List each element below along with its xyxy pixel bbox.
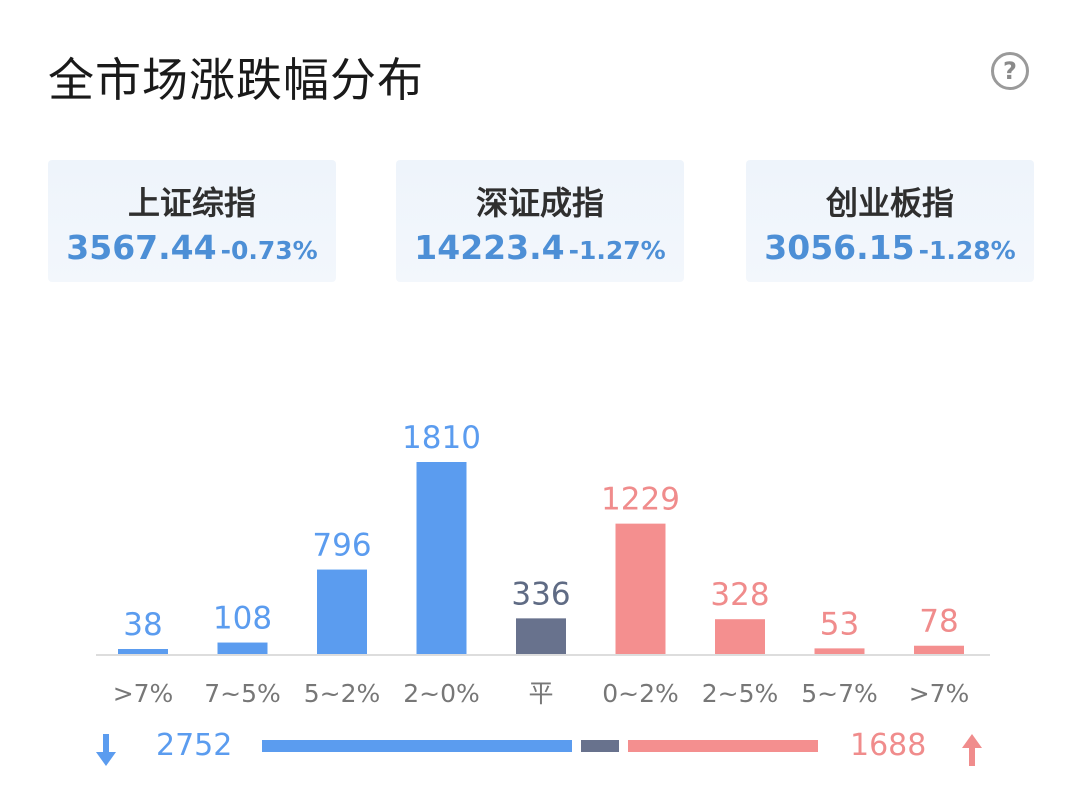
distribution-bar-chart: 38 >7% 108 7~5% 796 5~2% 1810 2~0% 336 平 1229 0~2% 3…	[96, 420, 990, 708]
bar-value-label: 1810	[402, 420, 481, 456]
x-tick-label: 0~2%	[602, 679, 679, 708]
index-name: 上证综指	[127, 184, 256, 222]
index-card-shanghai[interactable]: 上证综指 3567.44 -0.73%	[48, 160, 336, 282]
x-tick-label: 7~5%	[204, 679, 281, 708]
x-tick-label: 平	[528, 679, 553, 708]
bar-flat[interactable]	[516, 618, 566, 654]
bar-up[interactable]	[615, 523, 666, 654]
index-value: 14223.4	[414, 228, 565, 267]
bar-down[interactable]	[118, 649, 168, 654]
index-name: 创业板指	[825, 184, 954, 222]
index-change: -0.73%	[220, 236, 318, 265]
bar-down[interactable]	[416, 462, 467, 654]
down-total: 2752	[156, 728, 233, 763]
index-value: 3056.15	[764, 228, 915, 267]
bar-down[interactable]	[217, 642, 268, 654]
bar-value-label: 108	[213, 601, 272, 637]
bar-value-label: 38	[123, 607, 162, 643]
bar-value-label: 1229	[601, 482, 680, 518]
up-total: 1688	[850, 728, 927, 763]
ratio-bar-down	[262, 740, 572, 752]
x-tick-label: 2~0%	[403, 679, 480, 708]
index-values: 3567.44 -0.73%	[48, 228, 336, 267]
index-value: 3567.44	[66, 228, 217, 267]
bar-value-label: 328	[710, 577, 769, 613]
bar-value-label: 78	[919, 604, 958, 640]
index-values: 3056.15 -1.28%	[746, 228, 1034, 267]
x-tick-label: >7%	[909, 679, 970, 708]
ratio-bar-up	[628, 740, 818, 752]
bar-value-label: 53	[820, 606, 859, 642]
bar-value-label: 336	[511, 576, 570, 612]
bar-up[interactable]	[914, 645, 964, 654]
index-card-chinext[interactable]: 创业板指 3056.15 -1.28%	[746, 160, 1034, 282]
index-card-shenzhen[interactable]: 深证成指 14223.4 -1.27%	[396, 160, 684, 282]
bar-up[interactable]	[715, 619, 765, 654]
arrow-down-icon	[96, 734, 116, 766]
index-change: -1.27%	[568, 236, 666, 265]
x-tick-label: 5~7%	[801, 679, 878, 708]
bar-value-label: 796	[312, 528, 371, 564]
index-values: 14223.4 -1.27%	[396, 228, 684, 267]
bar-down[interactable]	[317, 569, 367, 654]
bar-up[interactable]	[814, 648, 865, 654]
index-name: 深证成指	[475, 184, 604, 222]
index-change: -1.28%	[918, 236, 1016, 265]
ratio-bar-flat	[581, 740, 619, 752]
x-tick-label: >7%	[113, 679, 174, 708]
x-tick-label: 5~2%	[304, 679, 381, 708]
question-circle-icon[interactable]: ?	[991, 52, 1029, 90]
arrow-up-icon	[962, 734, 982, 766]
page-title: 全市场涨跌幅分布	[48, 53, 424, 107]
x-tick-label: 2~5%	[702, 679, 779, 708]
